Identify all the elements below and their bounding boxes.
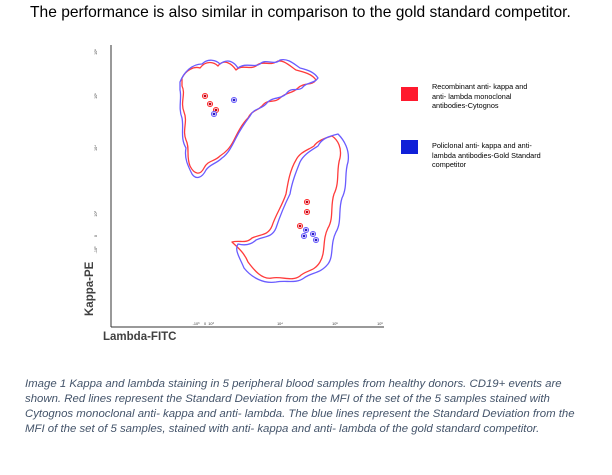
x-tick-labels: -10³ 0 10³ 10⁴ 10⁵ 10⁶ — [193, 322, 384, 326]
mean-point — [298, 224, 302, 228]
y-axis-title: Kappa-PE — [84, 261, 96, 316]
data-points — [201, 92, 320, 244]
x-axis-title: Lambda-FITC — [103, 331, 177, 343]
x-tick-label: 10⁴ — [277, 322, 283, 326]
mean-point — [232, 98, 236, 102]
contour-upper-red — [181, 60, 317, 174]
mean-point — [304, 228, 308, 232]
figure-caption: Image 1 Kappa and lambda staining in 5 p… — [25, 378, 575, 435]
mean-point — [305, 200, 309, 204]
contour-lower-red — [231, 135, 342, 280]
x-tick-label: 10⁵ — [332, 322, 338, 326]
mean-point — [302, 234, 306, 238]
population-contours — [179, 58, 350, 284]
mean-point — [305, 210, 309, 214]
legend-label-recombinant: Recombinant anti- kappa and anti- lambda… — [432, 82, 528, 111]
y-tick-label: 10³ — [94, 211, 98, 217]
y-tick-label: -10³ — [94, 246, 98, 253]
axes — [110, 45, 384, 328]
legend-label-competitor: Policlonal anti- kappa and anti- lambda … — [432, 141, 541, 170]
slide-heading: The performance is also similar in compa… — [30, 4, 571, 21]
y-tick-label: 10⁵ — [94, 93, 98, 99]
y-tick-label: 10⁴ — [94, 145, 98, 151]
x-tick-label: 10³ — [208, 322, 214, 326]
x-tick-label: -10³ — [193, 322, 200, 326]
y-tick-label: 0 — [94, 235, 98, 237]
mean-point — [214, 108, 218, 112]
legend-swatch-recombinant — [401, 87, 418, 101]
mean-point — [314, 238, 318, 242]
mean-point — [311, 232, 315, 236]
contour-upper-blue — [179, 58, 319, 179]
legend-swatch-competitor — [401, 140, 418, 154]
mean-point — [212, 112, 216, 116]
y-tick-labels: 10⁶ 10⁵ 10⁴ 10³ 0 -10³ — [94, 49, 98, 254]
x-tick-label: 0 — [204, 322, 206, 326]
contour-lower-blue — [236, 133, 350, 284]
y-tick-label: 10⁶ — [94, 49, 98, 55]
mean-point — [208, 102, 212, 106]
x-tick-label: 10⁶ — [377, 322, 383, 326]
mean-point — [203, 94, 207, 98]
